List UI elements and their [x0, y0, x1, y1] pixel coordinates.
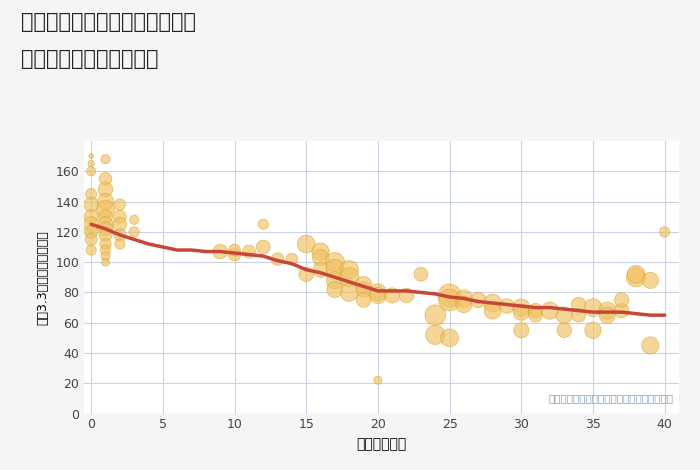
Point — [501, 302, 512, 310]
Point — [85, 167, 97, 175]
Point — [85, 152, 97, 160]
Point — [444, 292, 455, 299]
Point — [545, 307, 556, 314]
Point — [300, 271, 312, 278]
Point — [458, 301, 470, 308]
Point — [401, 292, 412, 299]
Point — [344, 274, 355, 281]
Point — [358, 296, 369, 304]
Text: 円の大きさは、取引のあった物件面積を示す: 円の大きさは、取引のあった物件面積を示す — [548, 393, 673, 403]
Point — [631, 274, 642, 281]
Point — [616, 307, 627, 314]
Point — [372, 292, 384, 299]
Point — [100, 220, 111, 228]
Point — [229, 246, 240, 254]
Point — [215, 248, 226, 255]
Point — [286, 255, 297, 263]
Point — [516, 304, 527, 311]
Point — [100, 258, 111, 266]
Point — [100, 246, 111, 254]
Point — [258, 220, 269, 228]
Point — [645, 276, 656, 284]
Point — [129, 228, 140, 235]
Point — [358, 286, 369, 293]
Point — [114, 213, 125, 220]
Point — [344, 266, 355, 274]
Point — [100, 186, 111, 193]
Point — [587, 304, 598, 311]
Point — [85, 201, 97, 208]
Point — [129, 216, 140, 224]
Point — [659, 228, 671, 235]
Point — [602, 312, 613, 319]
Point — [329, 265, 340, 272]
Point — [516, 327, 527, 334]
Point — [85, 228, 97, 235]
Point — [372, 376, 384, 384]
Point — [100, 225, 111, 233]
Point — [616, 296, 627, 304]
Text: 神奈川県横浜市金沢区高舟台の: 神奈川県横浜市金沢区高舟台の — [21, 12, 196, 32]
Point — [559, 327, 570, 334]
Point — [100, 231, 111, 239]
Point — [487, 299, 498, 307]
Point — [444, 296, 455, 304]
Point — [516, 308, 527, 316]
Point — [85, 246, 97, 254]
Point — [258, 243, 269, 251]
Point — [473, 296, 484, 304]
Point — [300, 240, 312, 248]
Point — [85, 190, 97, 198]
Point — [85, 213, 97, 220]
Point — [329, 286, 340, 293]
Point — [559, 312, 570, 319]
Point — [315, 254, 326, 261]
Point — [100, 213, 111, 220]
Point — [100, 175, 111, 183]
X-axis label: 築年数（年）: 築年数（年） — [356, 437, 407, 451]
Point — [100, 198, 111, 205]
Point — [85, 160, 97, 167]
Point — [315, 266, 326, 274]
Point — [114, 231, 125, 239]
Point — [244, 248, 255, 255]
Point — [430, 331, 441, 338]
Point — [114, 240, 125, 248]
Point — [85, 235, 97, 243]
Point — [573, 301, 584, 308]
Point — [329, 258, 340, 266]
Point — [100, 156, 111, 163]
Y-axis label: 坪（3.3㎡）単価（万円）: 坪（3.3㎡）単価（万円） — [36, 230, 50, 325]
Point — [372, 289, 384, 296]
Point — [444, 334, 455, 342]
Point — [114, 220, 125, 228]
Point — [114, 201, 125, 208]
Point — [530, 307, 541, 314]
Point — [415, 271, 426, 278]
Point — [386, 292, 398, 299]
Point — [530, 312, 541, 319]
Point — [229, 251, 240, 258]
Point — [329, 276, 340, 284]
Point — [272, 255, 284, 263]
Point — [645, 342, 656, 349]
Point — [358, 281, 369, 289]
Point — [587, 327, 598, 334]
Point — [85, 220, 97, 228]
Text: 築年数別中古戸建て価格: 築年数別中古戸建て価格 — [21, 49, 158, 70]
Point — [100, 205, 111, 213]
Point — [631, 271, 642, 278]
Point — [458, 295, 470, 302]
Point — [602, 307, 613, 314]
Point — [573, 312, 584, 319]
Point — [100, 240, 111, 248]
Point — [344, 289, 355, 296]
Point — [315, 248, 326, 255]
Point — [100, 252, 111, 260]
Point — [487, 307, 498, 314]
Point — [430, 312, 441, 319]
